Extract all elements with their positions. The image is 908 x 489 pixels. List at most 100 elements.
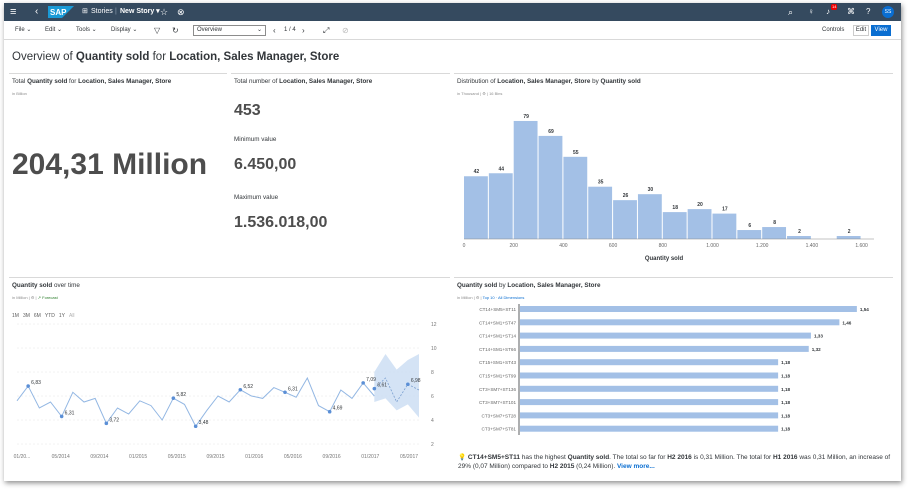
bar-value-label: 26 bbox=[623, 193, 629, 199]
max-label: Maximum value bbox=[234, 194, 279, 201]
tools-menu-label: Tools bbox=[76, 27, 91, 33]
sap-logo[interactable]: SAP bbox=[48, 6, 74, 18]
search-icon[interactable]: ⌕ bbox=[788, 7, 794, 17]
category-label: CT14+SM1+ST14 bbox=[479, 334, 516, 339]
x-tick-label: 600 bbox=[609, 243, 618, 249]
tools-menu[interactable]: Tools ⌄ bbox=[76, 27, 97, 33]
story-toolbar: File ⌄ Edit ⌄ Tools ⌄ Display ⌄ ▽ ↻ Over… bbox=[4, 21, 901, 40]
s6: is 0,31 Million. The total for bbox=[691, 454, 773, 461]
bins-text: 16 Bins bbox=[489, 91, 503, 96]
time-range-selector: 1M 3M 6M YTD 1Y All bbox=[12, 313, 79, 319]
data-point bbox=[104, 421, 109, 426]
x-tick-label: 800 bbox=[659, 243, 668, 249]
stories-link[interactable]: Stories bbox=[91, 8, 113, 15]
unit-text: in Million bbox=[457, 295, 473, 300]
forecast-text: Forecast bbox=[42, 295, 58, 300]
star-icon[interactable]: ☆ bbox=[160, 7, 169, 17]
file-menu[interactable]: File ⌄ bbox=[15, 27, 32, 33]
chevron-down-icon: ⌄ bbox=[256, 27, 262, 33]
discussions-icon[interactable]: ⌘ bbox=[847, 7, 855, 16]
range-3m[interactable]: 3M bbox=[22, 313, 30, 319]
bar-value-label: 1,18 bbox=[781, 360, 790, 365]
x-tick-label: 09/2014 bbox=[90, 454, 108, 460]
forecast-band bbox=[374, 354, 419, 418]
point-label: 6,52 bbox=[243, 384, 253, 390]
tile-title: Quantity sold by Location, Sales Manager… bbox=[457, 282, 600, 289]
histogram-bar bbox=[588, 186, 613, 239]
lightbulb-icon[interactable]: ♀ bbox=[808, 7, 814, 16]
sap-logo-text: SAP bbox=[50, 8, 67, 17]
t-dims: Location, Sales Manager, Store bbox=[507, 282, 601, 289]
help-icon[interactable]: ? bbox=[866, 7, 871, 16]
back-icon[interactable]: ‹ bbox=[35, 6, 39, 17]
page-select[interactable]: Overview ⌄ bbox=[193, 25, 266, 36]
filter-text[interactable]: Top 10 · All Dimensions bbox=[482, 295, 525, 300]
timeseries-tile[interactable]: Quantity sold over time in Million | ⚙ |… bbox=[9, 277, 450, 477]
notifications-icon[interactable]: ♪ bbox=[826, 7, 830, 16]
ranking-chart[interactable]: CT14+SM5+ST11 1,54 CT14+SM1+ST47 1,46 CT14+S… bbox=[454, 278, 893, 448]
x-tick-label: 400 bbox=[559, 243, 568, 249]
range-1m[interactable]: 1M bbox=[12, 313, 19, 319]
range-ytd[interactable]: YTD bbox=[44, 313, 55, 319]
fullscreen-icon[interactable]: ⤢ bbox=[323, 26, 330, 35]
point-label: 3,48 bbox=[199, 420, 209, 426]
kpi-count-tile[interactable]: Total number of Location, Sales Manager,… bbox=[231, 73, 450, 273]
ranking-bar bbox=[520, 359, 779, 366]
histogram-bar bbox=[787, 236, 811, 239]
timeseries-chart[interactable]: 2 4 6 8 10 12 6,83 6,31 3,72 5,82 3,48 6,52 6,31 4,69… bbox=[9, 278, 450, 478]
category-label: CT3+SM7+ST81 bbox=[482, 427, 517, 432]
x-tick-label: 05/2014 bbox=[52, 454, 70, 460]
ranking-bar bbox=[520, 319, 840, 326]
t-mid: for bbox=[67, 78, 79, 85]
close-story-icon[interactable]: ⊗ bbox=[177, 7, 185, 17]
forecast-toggle[interactable]: ↗ Forecast bbox=[37, 295, 58, 300]
controls-button[interactable]: Controls bbox=[822, 27, 845, 33]
refresh-icon[interactable]: ↻ bbox=[172, 26, 179, 35]
x-tick-label: 05/2015 bbox=[168, 454, 186, 460]
y-tick-label: 4 bbox=[431, 418, 434, 424]
bar-value-label: 2 bbox=[848, 229, 851, 235]
s10: (0,24 Million). bbox=[574, 462, 617, 470]
histogram-bar bbox=[488, 173, 513, 239]
data-point bbox=[26, 384, 30, 388]
bar-value-label: 55 bbox=[573, 150, 579, 156]
edit-menu[interactable]: Edit ⌄ bbox=[45, 27, 63, 33]
x-tick-label: 01/20... bbox=[14, 454, 31, 460]
histogram-bar bbox=[464, 176, 488, 239]
category-label: CT3+SM7+ST101 bbox=[479, 400, 516, 405]
unit-text: in Million bbox=[12, 295, 28, 300]
range-6m[interactable]: 6M bbox=[33, 313, 41, 319]
t-mid: by bbox=[497, 282, 508, 289]
next-page-icon[interactable]: › bbox=[302, 26, 305, 35]
bar-value-label: 42 bbox=[474, 169, 480, 175]
page-select-value: Overview bbox=[197, 27, 223, 33]
ranking-tile[interactable]: Quantity sold by Location, Sales Manager… bbox=[454, 277, 893, 477]
x-tick-label: 09/2015 bbox=[206, 454, 224, 460]
range-all[interactable]: All bbox=[68, 313, 75, 319]
title-mid: for bbox=[149, 51, 170, 63]
kpi-total-tile[interactable]: Total Quantity sold for Location, Sales … bbox=[9, 73, 227, 273]
ranking-bar bbox=[520, 385, 779, 392]
s4: . The total so far for bbox=[609, 454, 668, 461]
stories-icon: ⊞ bbox=[82, 8, 88, 15]
t-dims: Location, Sales Manager, Store bbox=[78, 78, 172, 85]
filter-icon[interactable]: ▽ bbox=[154, 26, 161, 35]
prev-page-icon[interactable]: ‹ bbox=[273, 26, 276, 35]
histogram-bar bbox=[662, 212, 687, 239]
story-name-menu[interactable]: New Story ▾ bbox=[120, 8, 160, 15]
histogram-bar bbox=[836, 236, 861, 239]
data-point bbox=[283, 390, 287, 395]
display-menu[interactable]: Display ⌄ bbox=[111, 27, 138, 33]
menu-icon[interactable]: ≡ bbox=[10, 6, 17, 18]
view-more-link[interactable]: View more... bbox=[616, 462, 655, 470]
bar-value-label: 1,18 bbox=[781, 427, 790, 432]
edit-mode-button[interactable]: Edit bbox=[853, 25, 869, 36]
avatar[interactable]: SS bbox=[882, 6, 894, 18]
range-1y[interactable]: 1Y bbox=[58, 313, 65, 319]
data-point bbox=[171, 396, 176, 400]
ranking-bar bbox=[520, 425, 779, 432]
histogram-tile[interactable]: Distribution of Location, Sales Manager,… bbox=[454, 73, 893, 273]
view-mode-button[interactable]: View bbox=[871, 25, 891, 36]
max-value: 1.536.018,00 bbox=[234, 214, 328, 231]
